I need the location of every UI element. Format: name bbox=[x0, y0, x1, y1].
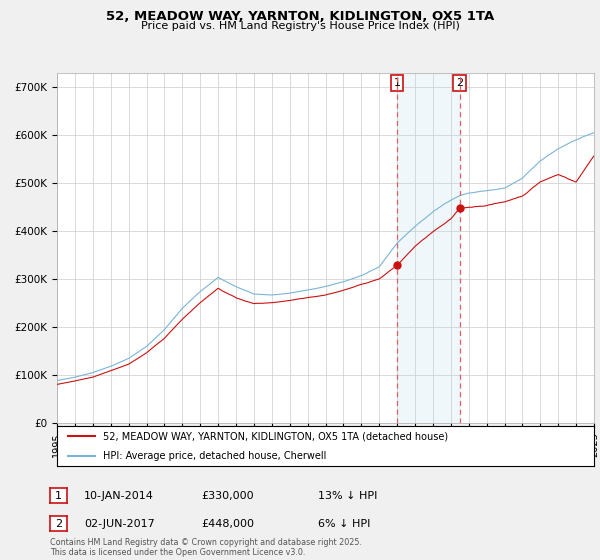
Text: 52, MEADOW WAY, YARNTON, KIDLINGTON, OX5 1TA: 52, MEADOW WAY, YARNTON, KIDLINGTON, OX5… bbox=[106, 10, 494, 23]
Text: 13% ↓ HPI: 13% ↓ HPI bbox=[318, 491, 377, 501]
Text: Price paid vs. HM Land Registry's House Price Index (HPI): Price paid vs. HM Land Registry's House … bbox=[140, 21, 460, 31]
Text: 6% ↓ HPI: 6% ↓ HPI bbox=[318, 519, 370, 529]
Text: 1: 1 bbox=[394, 78, 401, 88]
Text: 02-JUN-2017: 02-JUN-2017 bbox=[84, 519, 155, 529]
Text: 1: 1 bbox=[55, 491, 62, 501]
Text: £330,000: £330,000 bbox=[201, 491, 254, 501]
Text: 2: 2 bbox=[55, 519, 62, 529]
Text: HPI: Average price, detached house, Cherwell: HPI: Average price, detached house, Cher… bbox=[103, 451, 326, 461]
Bar bbox=[397, 73, 460, 423]
Text: 52, MEADOW WAY, YARNTON, KIDLINGTON, OX5 1TA (detached house): 52, MEADOW WAY, YARNTON, KIDLINGTON, OX5… bbox=[103, 432, 448, 441]
Text: 2: 2 bbox=[456, 78, 463, 88]
Text: £448,000: £448,000 bbox=[201, 519, 254, 529]
Text: 10-JAN-2014: 10-JAN-2014 bbox=[84, 491, 154, 501]
Text: Contains HM Land Registry data © Crown copyright and database right 2025.
This d: Contains HM Land Registry data © Crown c… bbox=[50, 538, 362, 557]
